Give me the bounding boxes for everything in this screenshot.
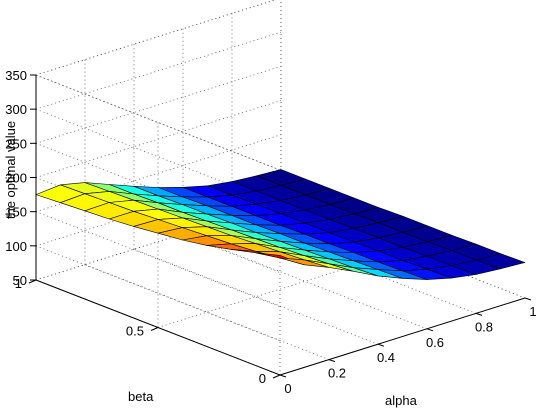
x-axis-label: alpha (385, 393, 418, 408)
z-tick-label-4: 250 (5, 136, 27, 151)
z-tick-label-6: 350 (5, 68, 27, 83)
z-tick-label-5: 300 (5, 102, 27, 117)
surface-facet-0-9 (475, 253, 526, 270)
y-tick-mark-1 (150, 327, 159, 331)
grid-z-back-6 (35, 0, 276, 76)
y-tick-mark-0 (272, 374, 281, 379)
x-tick-label-5: 1 (529, 304, 536, 319)
x-tick-mark-2 (377, 343, 385, 347)
box-edge-1 (35, 0, 276, 76)
grid-x-floor-1 (84, 264, 330, 360)
grid-z-back-4 (35, 65, 282, 144)
axes (28, 74, 532, 379)
grid-y-floor-1 (157, 250, 404, 328)
z-tick-label-3: 200 (5, 171, 27, 186)
y-tick-label-0: 0 (259, 371, 266, 386)
x-tick-mark-4 (475, 312, 483, 316)
y-tick-label-1: 0.5 (126, 324, 144, 339)
grid-z-back-2 (35, 134, 282, 213)
x-tick-label-2: 0.4 (377, 350, 395, 365)
grid-y-floor-2 (35, 202, 282, 281)
x-tick-mark-0 (279, 374, 287, 378)
x-axis-line (279, 297, 526, 376)
z-tick-label-0: 50 (13, 273, 27, 288)
grid-z-back-5 (35, 31, 282, 110)
z-tick-label-2: 150 (5, 205, 27, 220)
x-tick-label-0: 0 (284, 381, 291, 396)
x-tick-mark-3 (426, 328, 434, 332)
x-tick-mark-5 (524, 297, 532, 301)
x-tick-label-4: 0.8 (475, 319, 493, 334)
y-tick-label-2: 1 (15, 276, 22, 291)
x-tick-label-1: 0.2 (328, 366, 346, 381)
surface (35, 169, 526, 280)
x-tick-label-3: 0.6 (426, 335, 444, 350)
grid-z-back-3 (35, 100, 282, 178)
z-tick-label-1: 100 (5, 239, 27, 254)
x-tick-mark-1 (328, 359, 336, 363)
z-axis-label: the optimal value (3, 121, 18, 219)
y-axis-label: beta (128, 389, 154, 404)
